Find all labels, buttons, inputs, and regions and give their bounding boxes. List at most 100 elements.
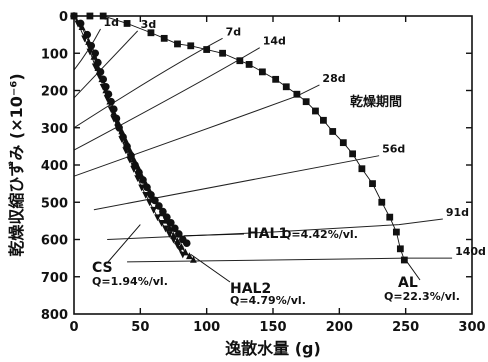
isochrone-56d [93, 155, 380, 211]
hal1-label: HAL1 [247, 226, 288, 242]
point-circle [171, 224, 179, 233]
point-square [320, 116, 327, 124]
point-square [339, 139, 347, 147]
annotation-leader [107, 224, 141, 263]
point-square [329, 128, 337, 135]
y-tick-label: 0 [59, 10, 68, 25]
point-square [392, 228, 400, 236]
x-tick-label: 200 [326, 320, 353, 335]
x-tick-label: 100 [193, 320, 220, 335]
isochrone-label-3d: 3d [141, 18, 157, 31]
hal1-q: Q=4.42%/vl. [282, 228, 358, 241]
point-triangle-up [126, 146, 134, 153]
y-tick-label: 300 [41, 122, 68, 137]
al-q: Q=22.3%/vl. [384, 290, 460, 303]
hal2-q: Q=4.79%/vl. [230, 294, 306, 307]
point-triangle-up [142, 179, 150, 187]
y-tick-label: 100 [41, 47, 68, 62]
point-triangle-up [166, 224, 173, 232]
x-tick-label: 50 [131, 320, 149, 335]
point-square [369, 180, 376, 188]
annotation-leader [184, 233, 245, 237]
point-triangle-up [110, 108, 118, 116]
point-triangle-up [174, 237, 181, 245]
point-triangle-up [170, 231, 177, 239]
annotation-leader [190, 253, 231, 283]
point-triangle-up [182, 248, 189, 256]
point-circle [94, 58, 102, 67]
isochrone-title: 乾燥期間 [350, 94, 402, 110]
point-triangle-up [85, 38, 92, 45]
y-tick-label: 500 [41, 196, 68, 211]
x-tick-label: 0 [69, 320, 78, 335]
point-triangle-up [138, 172, 146, 179]
point-square [400, 256, 408, 264]
point-triangle-up [150, 194, 157, 202]
point-circle [175, 230, 183, 238]
point-square [312, 107, 319, 115]
point-triangle-up [146, 187, 154, 194]
isochrone-7d [73, 37, 223, 129]
point-square [302, 98, 310, 106]
isochrone-label-14d: 14d [263, 35, 286, 48]
point-triangle-down [162, 225, 169, 233]
point-square [258, 68, 266, 76]
annotation-leaders [107, 224, 421, 283]
point-triangle-up [134, 162, 142, 170]
isochrone-label-140d: 140d [455, 245, 486, 258]
point-circle [83, 30, 92, 39]
point-triangle-up [130, 155, 138, 163]
hal2-label: HAL2 [230, 281, 271, 297]
point-triangle-up [190, 255, 197, 263]
y-tick-label: 200 [41, 85, 68, 100]
point-triangle-up [94, 64, 102, 71]
point-triangle-up [162, 216, 169, 224]
point-triangle-up [114, 118, 122, 125]
point-square [123, 20, 131, 27]
point-square [147, 29, 155, 37]
x-tick-label: 300 [458, 320, 485, 335]
point-triangle-up [178, 242, 185, 250]
point-triangle-down [166, 231, 173, 238]
point-square [378, 198, 386, 206]
y-tick-label: 700 [41, 271, 68, 286]
point-triangle-up [118, 127, 126, 135]
point-square [203, 46, 211, 53]
y-axis-label: 乾燥収縮ひずみ (×10⁻⁶) [7, 73, 26, 256]
y-tick-label: 600 [41, 234, 68, 249]
isochrone-28d [73, 84, 320, 177]
point-square [396, 245, 404, 253]
cs-label: CS [92, 260, 113, 276]
x-tick-label: 150 [259, 320, 286, 335]
point-square [282, 83, 290, 91]
point-circle [182, 239, 191, 248]
isochrone-label-91d: 91d [446, 206, 469, 219]
point-circle [167, 218, 175, 227]
point-square [219, 49, 226, 57]
point-square [386, 213, 394, 221]
point-square [187, 42, 195, 50]
series-line [73, 15, 194, 261]
cs-q: Q=1.94%/vl. [92, 275, 168, 288]
point-triangle-up [122, 136, 130, 144]
point-square [236, 57, 244, 65]
isochrone-14d [73, 47, 260, 151]
axis-ticks: 0 50 100 150 200 250 300 0 100 200 300 400 500 600 700… [41, 10, 486, 335]
y-tick-label: 400 [41, 159, 68, 174]
point-square [272, 75, 280, 83]
y-tick-label: 800 [41, 308, 68, 323]
x-axis-label: 逸散水量 (g) [225, 339, 321, 358]
point-square [358, 165, 366, 173]
isochrone-label-56d: 56d [382, 143, 405, 156]
isochrone-label-7d: 7d [226, 25, 242, 38]
point-square [160, 34, 168, 42]
annotation-leader [403, 257, 421, 281]
point-triangle-up [102, 86, 110, 94]
isochrone-3d [73, 30, 139, 99]
point-square [349, 150, 356, 158]
data-series [70, 12, 408, 264]
x-tick-label: 250 [392, 320, 419, 335]
point-triangle-up [106, 97, 114, 105]
